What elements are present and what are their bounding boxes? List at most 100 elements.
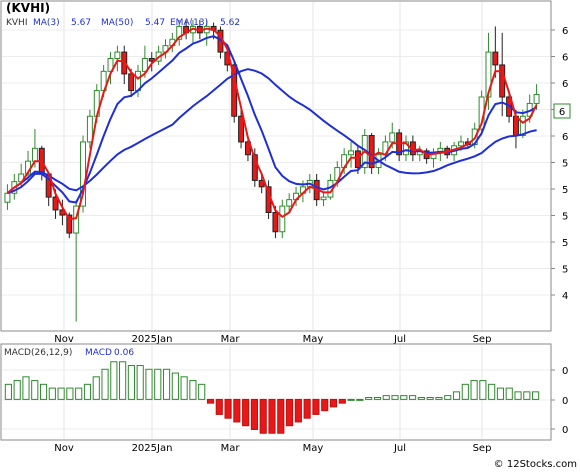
ma3-line: [6, 27, 538, 221]
macd-bar-23: [206, 398, 215, 404]
price-y-label-5: 5: [562, 159, 568, 170]
macd-bar-1: [13, 380, 21, 400]
macd-bar-41: [365, 397, 373, 400]
macd-bar-48: [426, 397, 434, 400]
legend-ma3-label: MA(3): [33, 18, 60, 28]
macd-bar-36: [321, 398, 329, 412]
macd-bar-31: [277, 398, 285, 434]
watermark: © 12Stocks.com: [494, 459, 577, 470]
candle-46: [320, 193, 327, 207]
macd-bar-13: [119, 361, 127, 400]
macd-x-label-5: Sep: [473, 443, 492, 454]
candle-40: [279, 199, 286, 239]
macd-bar-25: [224, 398, 232, 419]
candle-body-75: [519, 115, 526, 136]
candle-body-25: [176, 25, 183, 40]
macd-bar-30: [268, 398, 276, 434]
macd-bar-45: [400, 395, 408, 400]
legend-ticker: KVHI: [6, 18, 27, 28]
macd-x-axis: Nov 2025Jan Mar May Jul Sep: [54, 443, 491, 454]
macd-bar-4: [39, 383, 48, 400]
price-y-label-10: 4: [562, 291, 568, 302]
macd-legend-value: 0.06: [114, 348, 134, 358]
macd-bar-37: [329, 398, 338, 408]
price-x-label-0: Nov: [54, 334, 74, 345]
macd-bar-19: [171, 372, 179, 400]
macd-bar-3: [31, 380, 39, 400]
candle-9: [66, 212, 73, 239]
macd-bar-24: [215, 398, 223, 415]
candle-body-34: [238, 115, 245, 143]
price-y-label-4: 6: [562, 132, 568, 143]
macd-bar-56: [496, 387, 505, 400]
macd-bar-40: [356, 398, 364, 401]
candle-body-51: [354, 150, 361, 169]
candle-body-12: [86, 115, 93, 143]
price-y-label-9: 5: [562, 265, 568, 276]
macd-bar-11: [101, 368, 109, 400]
macd-bar-60: [532, 391, 540, 400]
candle-15: [107, 52, 114, 85]
macd-bar-28: [250, 398, 259, 430]
candle-50: [348, 141, 354, 168]
macd-bar-8: [75, 387, 83, 400]
price-x-axis: Nov 2025Jan Mar May Jul Sep: [54, 334, 491, 345]
price-y-label-2: 6: [562, 79, 568, 90]
price-x-label-2: Mar: [221, 334, 241, 345]
macd-bar-34: [303, 398, 311, 419]
price-lines: [6, 27, 538, 221]
macd-y-axis: 0 0 0: [550, 344, 568, 440]
price-y-label-6: 5: [562, 185, 568, 196]
candle-body-16: [114, 51, 121, 59]
macd-y-label-1: 0: [562, 396, 568, 407]
macd-bar-44: [391, 395, 399, 400]
candle-body-4: [31, 147, 38, 162]
legend-ma50-label: MA(50): [101, 18, 133, 28]
candle-34: [238, 109, 245, 149]
candle-body-9: [66, 214, 73, 234]
macd-x-label-0: Nov: [54, 443, 74, 454]
macd-bar-39: [347, 398, 355, 401]
macd-x-label-3: May: [303, 443, 324, 454]
candle-body-21: [148, 58, 155, 62]
macd-bar-46: [409, 395, 417, 400]
legend-ema13-value: 5.62: [220, 18, 240, 28]
candle-71: [492, 26, 499, 78]
macd-bar-43: [382, 395, 390, 400]
price-x-label-3: May: [303, 334, 324, 345]
last-price-label: 6: [559, 107, 565, 118]
macd-bar-18: [162, 368, 171, 400]
chart-title: (KVHI): [6, 1, 50, 15]
macd-bar-32: [285, 398, 294, 427]
candle-body-53: [368, 135, 375, 169]
legend-ma50-value: 5.47: [145, 18, 165, 28]
price-y-label-0: 6: [562, 26, 568, 37]
macd-y-label-0: 0: [562, 366, 568, 377]
macd-bar-10: [92, 376, 100, 400]
candle-body-18: [128, 73, 135, 92]
macd-bar-58: [514, 391, 522, 400]
macd-bar-50: [444, 395, 452, 400]
candle-body-20: [141, 58, 148, 72]
price-legend: KVHI MA(3) 5.67 MA(50) 5.47 EMA(13) 5.62: [6, 18, 240, 28]
candle-body-50: [348, 150, 354, 156]
candle-12: [86, 109, 93, 149]
macd-x-label-4: Jul: [393, 443, 406, 454]
macd-bar-7: [66, 387, 74, 400]
price-x-label-5: Sep: [473, 334, 492, 345]
macd-title: MACD(26,12,9): [4, 348, 72, 358]
price-y-axis: 6 6 6 6 6 5 5 5 5 5 4: [550, 1, 568, 331]
candle-body-41: [286, 199, 293, 207]
macd-bar-21: [189, 380, 197, 400]
price-y-label-8: 5: [562, 238, 568, 249]
candle-body-36: [251, 154, 258, 181]
candle-body-0: [4, 192, 11, 203]
candle-53: [368, 132, 375, 174]
candle-41: [286, 193, 293, 213]
macd-bar-42: [373, 397, 382, 400]
macd-bar-53: [470, 380, 478, 400]
macd-legend-label: MACD: [85, 348, 112, 358]
macd-bar-55: [488, 383, 496, 400]
macd-bar-14: [127, 365, 135, 400]
